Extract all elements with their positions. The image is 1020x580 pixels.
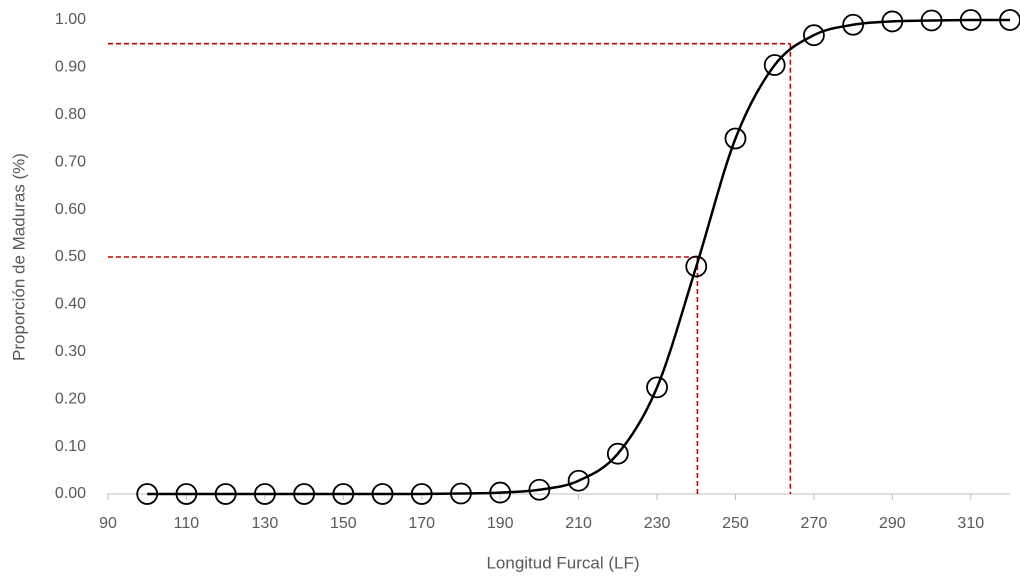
data-point [803, 24, 825, 47]
x-tick-label: 230 [644, 515, 671, 532]
y-tick-label: 0.00 [55, 485, 86, 502]
data-point [646, 376, 668, 399]
data-point [724, 127, 747, 150]
y-axis-label: Proporción de Maduras (%) [9, 153, 28, 361]
data-point [175, 483, 198, 505]
x-tick-label: 190 [487, 515, 514, 532]
data-point [253, 483, 276, 505]
data-point [450, 482, 472, 505]
x-tick-label: 110 [174, 515, 200, 532]
x-tick-label: 90 [99, 515, 117, 532]
data-point [293, 483, 315, 505]
y-tick-label: 0.10 [55, 438, 86, 455]
y-tick-label: 1.00 [55, 11, 86, 28]
x-tick-label: 170 [408, 515, 435, 532]
data-point [332, 483, 355, 505]
x-tick-label: 210 [565, 515, 592, 532]
y-tick-label: 0.60 [55, 201, 86, 218]
x-tick-label: 290 [879, 515, 906, 532]
x-tick-label: 310 [957, 515, 984, 532]
data-point [567, 469, 590, 492]
data-point [489, 481, 512, 504]
data-point [685, 255, 708, 278]
y-tick-label: 0.80 [55, 106, 86, 123]
y-tick-label: 0.70 [55, 153, 86, 170]
data-point [371, 483, 394, 505]
x-tick-label: 150 [330, 515, 357, 532]
y-tick-label: 0.30 [55, 343, 86, 360]
y-tick-label: 0.50 [55, 248, 86, 265]
data-point [214, 483, 237, 505]
data-point [136, 483, 159, 505]
series-line [147, 18, 1011, 496]
data-point [959, 9, 982, 31]
y-tick-label: 0.20 [55, 390, 86, 407]
y-tick-label: 0.90 [55, 59, 86, 76]
x-tick-label: 270 [801, 515, 828, 532]
x-axis-label: Longitud Furcal (LF) [486, 553, 639, 572]
data-point [763, 54, 786, 76]
data-point [842, 13, 865, 36]
x-tick-label: 130 [252, 515, 279, 532]
data-point [999, 9, 1020, 31]
data-point [410, 483, 433, 505]
data-point [920, 9, 943, 32]
data-point [881, 10, 904, 33]
data-point [606, 442, 629, 465]
data-point [528, 478, 551, 501]
y-tick-label: 0.40 [55, 296, 86, 313]
x-tick-label: 250 [722, 515, 749, 532]
